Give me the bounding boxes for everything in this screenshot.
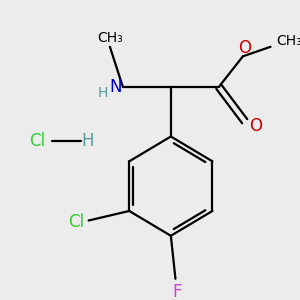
Text: CH₃: CH₃ (276, 34, 300, 48)
Text: F: F (172, 283, 182, 300)
Text: O: O (249, 117, 262, 135)
Text: H: H (82, 132, 94, 150)
Text: N: N (109, 78, 122, 96)
Text: O: O (238, 39, 251, 57)
Text: CH₃: CH₃ (97, 31, 123, 45)
Text: Cl: Cl (68, 213, 84, 231)
Text: H: H (97, 85, 108, 100)
Text: Cl: Cl (29, 132, 45, 150)
